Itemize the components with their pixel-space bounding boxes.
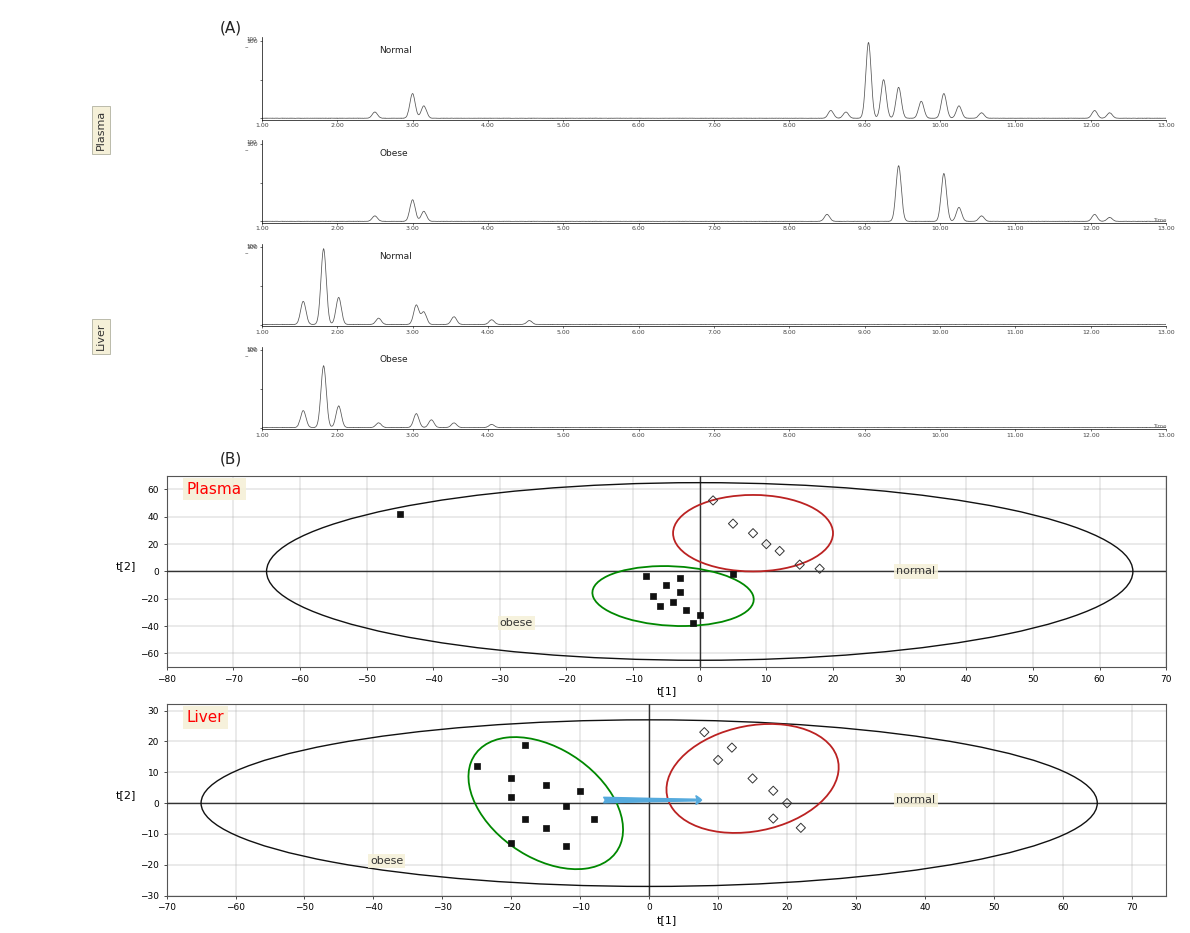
Point: [644, 589, 663, 604]
Point: [637, 568, 656, 583]
Point: [584, 811, 603, 826]
Text: Time: Time: [1153, 218, 1166, 223]
Point: [690, 607, 709, 622]
Point: [683, 616, 702, 631]
Point: [537, 820, 556, 835]
Point: [390, 507, 409, 522]
Text: Liver: Liver: [187, 710, 224, 725]
Point: [657, 578, 676, 592]
Point: [571, 784, 590, 799]
Point: [557, 799, 576, 814]
Point: [777, 796, 796, 811]
Y-axis label: t[2]: t[2]: [115, 790, 137, 801]
Text: 100: 100: [246, 37, 257, 42]
Point: [764, 784, 783, 799]
Point: [810, 562, 829, 577]
Point: [502, 771, 521, 786]
Point: [502, 836, 521, 851]
Point: [743, 771, 762, 786]
X-axis label: t[1]: t[1]: [656, 687, 677, 697]
X-axis label: t[1]: t[1]: [656, 915, 677, 926]
Point: [708, 753, 727, 768]
Text: Plasma: Plasma: [96, 110, 106, 150]
Text: Obese: Obese: [380, 148, 408, 158]
Point: [722, 740, 741, 755]
Point: [695, 725, 714, 740]
Text: Time: Time: [1153, 425, 1166, 429]
Point: [724, 516, 743, 531]
Text: (B): (B): [220, 452, 243, 466]
Text: 100: 100: [246, 140, 257, 146]
Point: [664, 594, 683, 609]
Text: 100: 100: [246, 244, 257, 248]
Text: –: –: [245, 44, 249, 50]
Text: Obese: Obese: [380, 355, 408, 364]
Point: [724, 566, 743, 581]
Text: obese: obese: [370, 856, 403, 866]
Point: [502, 789, 521, 804]
Text: normal: normal: [896, 566, 935, 577]
Point: [744, 526, 763, 541]
Text: –: –: [245, 250, 249, 257]
Text: normal: normal: [896, 795, 935, 805]
Point: [557, 839, 576, 854]
Point: [670, 584, 689, 599]
Point: [757, 536, 776, 551]
Text: Plasma: Plasma: [187, 481, 242, 496]
Point: [670, 571, 689, 586]
Point: [515, 737, 534, 752]
Point: [770, 544, 789, 559]
Point: [515, 811, 534, 826]
Point: [650, 598, 669, 613]
Text: 100: 100: [246, 346, 257, 352]
Text: Liver: Liver: [96, 323, 106, 350]
Text: –: –: [245, 354, 249, 359]
Point: [764, 811, 783, 826]
Text: (A): (A): [220, 21, 243, 35]
Text: Normal: Normal: [380, 46, 412, 54]
Y-axis label: t[2]: t[2]: [115, 562, 137, 571]
Text: Normal: Normal: [380, 252, 412, 260]
Point: [468, 759, 487, 773]
Text: –: –: [245, 147, 249, 153]
Point: [537, 777, 556, 792]
Point: [677, 603, 696, 618]
Text: obese: obese: [500, 618, 533, 628]
Point: [790, 557, 809, 572]
Point: [703, 493, 722, 508]
Point: [791, 820, 810, 835]
